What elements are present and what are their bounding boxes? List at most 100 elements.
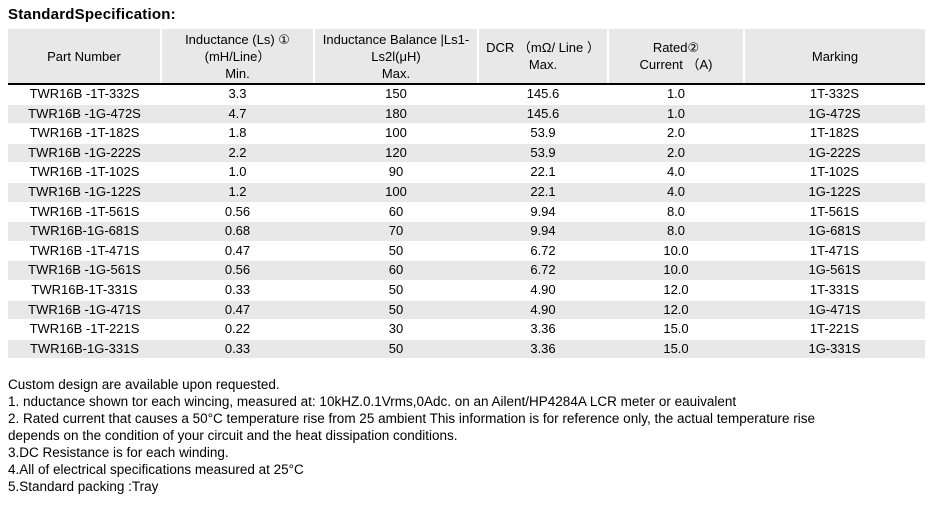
table-cell: 2.0: [608, 143, 744, 164]
note-line: Custom design are available upon request…: [8, 377, 280, 393]
table-row: TWR16B -1G-222S 2.2 120 53.9 2.0 1G-222S: [8, 143, 925, 164]
table-cell: 50: [314, 300, 478, 321]
table-cell: TWR16B -1T-561S: [8, 202, 161, 223]
table-row: TWR16B -1T-332S 3.3 150 145.6 1.0 1T-332S: [8, 84, 925, 105]
table-cell: 1G-681S: [744, 221, 925, 242]
column-header-dcr: DCR （mΩ/ Line ） Max.: [477, 29, 608, 85]
table-cell: 0.56: [161, 202, 314, 223]
table-cell: 4.0: [608, 162, 744, 183]
table-row: TWR16B -1T-471S 0.47 50 6.72 10.0 1T-471S: [8, 241, 925, 262]
table-row: TWR16B -1T-102S 1.0 90 22.1 4.0 1T-102S: [8, 162, 925, 183]
table-cell: 53.9: [478, 143, 608, 164]
table-cell: 15.0: [608, 319, 744, 340]
table-cell: 1.0: [608, 104, 744, 125]
table-row: TWR16B -1G-122S 1.2 100 22.1 4.0 1G-122S: [8, 182, 925, 203]
table-cell: 30: [314, 319, 478, 340]
column-header-part-number: Part Number: [8, 29, 161, 85]
header-row: Part Number Inductance (Ls) ① (mH/Line） …: [8, 29, 925, 85]
table-cell: 120: [314, 143, 478, 164]
spec-table-body: TWR16B -1T-332S 3.3 150 145.6 1.0 1T-332S TWR1…: [8, 84, 925, 360]
table-cell: 1T-102S: [744, 162, 925, 183]
table-cell: 1.8: [161, 123, 314, 144]
table-cell: 2.0: [608, 123, 744, 144]
note-line: 1. nductance shown tor each wincing, mea…: [8, 394, 737, 410]
table-cell: 0.68: [161, 221, 314, 242]
table-cell: 0.22: [161, 319, 314, 340]
table-cell: 60: [314, 260, 478, 281]
table-cell: 100: [314, 123, 478, 144]
table-cell: 50: [314, 280, 478, 301]
table-cell: 145.6: [478, 104, 608, 125]
table-cell: 1G-471S: [744, 300, 925, 321]
table-cell: 6.72: [478, 241, 608, 262]
table-cell: 1.2: [161, 182, 314, 203]
table-cell: TWR16B -1T-221S: [8, 319, 161, 340]
table-cell: 3.36: [478, 339, 608, 360]
table-cell: TWR16B -1G-561S: [8, 260, 161, 281]
spec-table: Part Number Inductance (Ls) ① (mH/Line） …: [8, 29, 925, 360]
table-row: TWR16B -1G-472S 4.7 180 145.6 1.0 1G-472S: [8, 104, 925, 125]
table-cell: 3.36: [478, 319, 608, 340]
table-cell: 0.33: [161, 280, 314, 301]
table-cell: 145.6: [478, 84, 608, 105]
table-row: TWR16B-1G-681S 0.68 70 9.94 8.0 1G-681S: [8, 221, 925, 242]
table-cell: 0.47: [161, 241, 314, 262]
table-cell: 8.0: [608, 202, 744, 223]
table-cell: 70: [314, 221, 478, 242]
table-cell: 50: [314, 241, 478, 262]
table-cell: 3.3: [161, 84, 314, 105]
table-cell: 9.94: [478, 221, 608, 242]
table-cell: 50: [314, 339, 478, 360]
table-cell: 15.0: [608, 339, 744, 360]
table-cell: 1G-222S: [744, 143, 925, 164]
table-cell: TWR16B -1G-472S: [8, 104, 161, 125]
table-row: TWR16B-1G-331S 0.33 50 3.36 15.0 1G-331S: [8, 339, 925, 360]
table-cell: TWR16B -1T-471S: [8, 241, 161, 262]
table-cell: TWR16B-1T-331S: [8, 280, 161, 301]
table-cell: 1.0: [161, 162, 314, 183]
spec-table-header: Part Number Inductance (Ls) ① (mH/Line） …: [8, 29, 925, 85]
table-cell: 4.90: [478, 280, 608, 301]
table-cell: 0.33: [161, 339, 314, 360]
table-cell: 1T-471S: [744, 241, 925, 262]
table-cell: 53.9: [478, 123, 608, 144]
table-row: TWR16B -1G-561S 0.56 60 6.72 10.0 1G-561S: [8, 260, 925, 281]
column-header-inductance-balance: Inductance Balance |Ls1- Ls2l(μH) Max.: [313, 29, 478, 85]
table-cell: 1T-182S: [744, 123, 925, 144]
column-header-rated-current: Rated② Current （A): [607, 29, 744, 85]
table-cell: 4.90: [478, 300, 608, 321]
table-cell: 1T-332S: [744, 84, 925, 105]
table-cell: 10.0: [608, 260, 744, 281]
table-cell: 1G-561S: [744, 260, 925, 281]
table-cell: TWR16B -1T-182S: [8, 123, 161, 144]
table-cell: 1G-472S: [744, 104, 925, 125]
table-cell: 8.0: [608, 221, 744, 242]
column-header-inductance: Inductance (Ls) ① (mH/Line） Min.: [160, 29, 314, 85]
table-cell: 22.1: [478, 162, 608, 183]
table-cell: 150: [314, 84, 478, 105]
table-cell: TWR16B-1G-681S: [8, 221, 161, 242]
table-cell: 1T-561S: [744, 202, 925, 223]
table-cell: 9.94: [478, 202, 608, 223]
table-cell: TWR16B-1G-331S: [8, 339, 161, 360]
table-cell: 1.0: [608, 84, 744, 105]
table-cell: 10.0: [608, 241, 744, 262]
note-line: 2. Rated current that causes a 50°C temp…: [8, 411, 816, 427]
column-header-marking: Marking: [743, 29, 925, 85]
table-cell: 12.0: [608, 300, 744, 321]
table-cell: 60: [314, 202, 478, 223]
footnotes: Custom design are available upon request…: [8, 376, 925, 495]
table-cell: 22.1: [478, 182, 608, 203]
table-row: TWR16B-1T-331S 0.33 50 4.90 12.0 1T-331S: [8, 280, 925, 301]
table-cell: 100: [314, 182, 478, 203]
table-cell: TWR16B -1G-122S: [8, 182, 161, 203]
table-cell: 180: [314, 104, 478, 125]
table-cell: TWR16B -1T-332S: [8, 84, 161, 105]
table-row: TWR16B -1T-561S 0.56 60 9.94 8.0 1T-561S: [8, 202, 925, 223]
table-cell: 6.72: [478, 260, 608, 281]
table-cell: 12.0: [608, 280, 744, 301]
table-cell: 0.56: [161, 260, 314, 281]
note-line: 5.Standard packing :Tray: [8, 479, 159, 495]
table-cell: 4.0: [608, 182, 744, 203]
note-line: 4.All of electrical specifications measu…: [8, 462, 304, 478]
